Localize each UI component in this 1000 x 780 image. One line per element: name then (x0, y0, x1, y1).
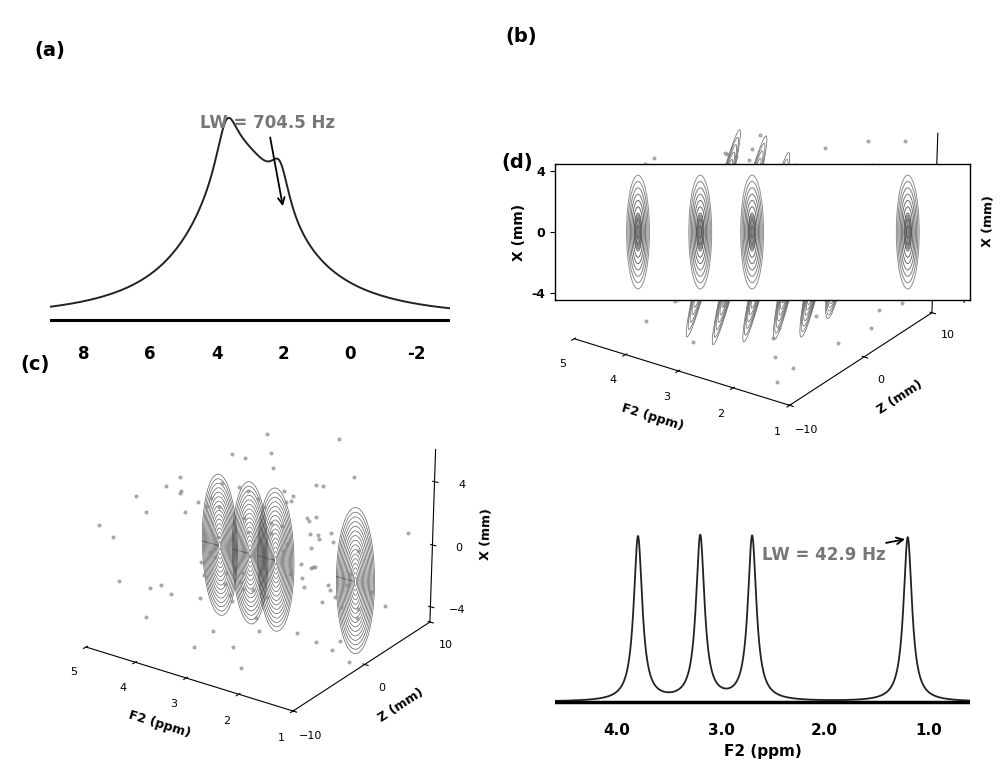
X-axis label: F2 (ppm): F2 (ppm) (127, 708, 192, 739)
Ellipse shape (697, 215, 704, 249)
Y-axis label: Z (mm): Z (mm) (875, 378, 925, 417)
Text: (a): (a) (34, 41, 65, 59)
Ellipse shape (749, 215, 756, 249)
Y-axis label: X (mm): X (mm) (512, 204, 526, 261)
Text: (b): (b) (505, 27, 537, 46)
Text: LW = 42.9 Hz: LW = 42.9 Hz (763, 537, 903, 564)
X-axis label: F2 (ppm): F2 (ppm) (724, 744, 801, 759)
Text: LW = 704.5 Hz: LW = 704.5 Hz (200, 114, 335, 204)
X-axis label: F2 (ppm): F2 (ppm) (620, 401, 685, 433)
Ellipse shape (635, 215, 641, 249)
X-axis label: (ppm): (ppm) (222, 369, 278, 387)
Ellipse shape (904, 215, 911, 249)
Y-axis label: Z (mm): Z (mm) (376, 686, 426, 725)
Text: (c): (c) (20, 355, 49, 374)
Text: (d): (d) (501, 153, 533, 172)
